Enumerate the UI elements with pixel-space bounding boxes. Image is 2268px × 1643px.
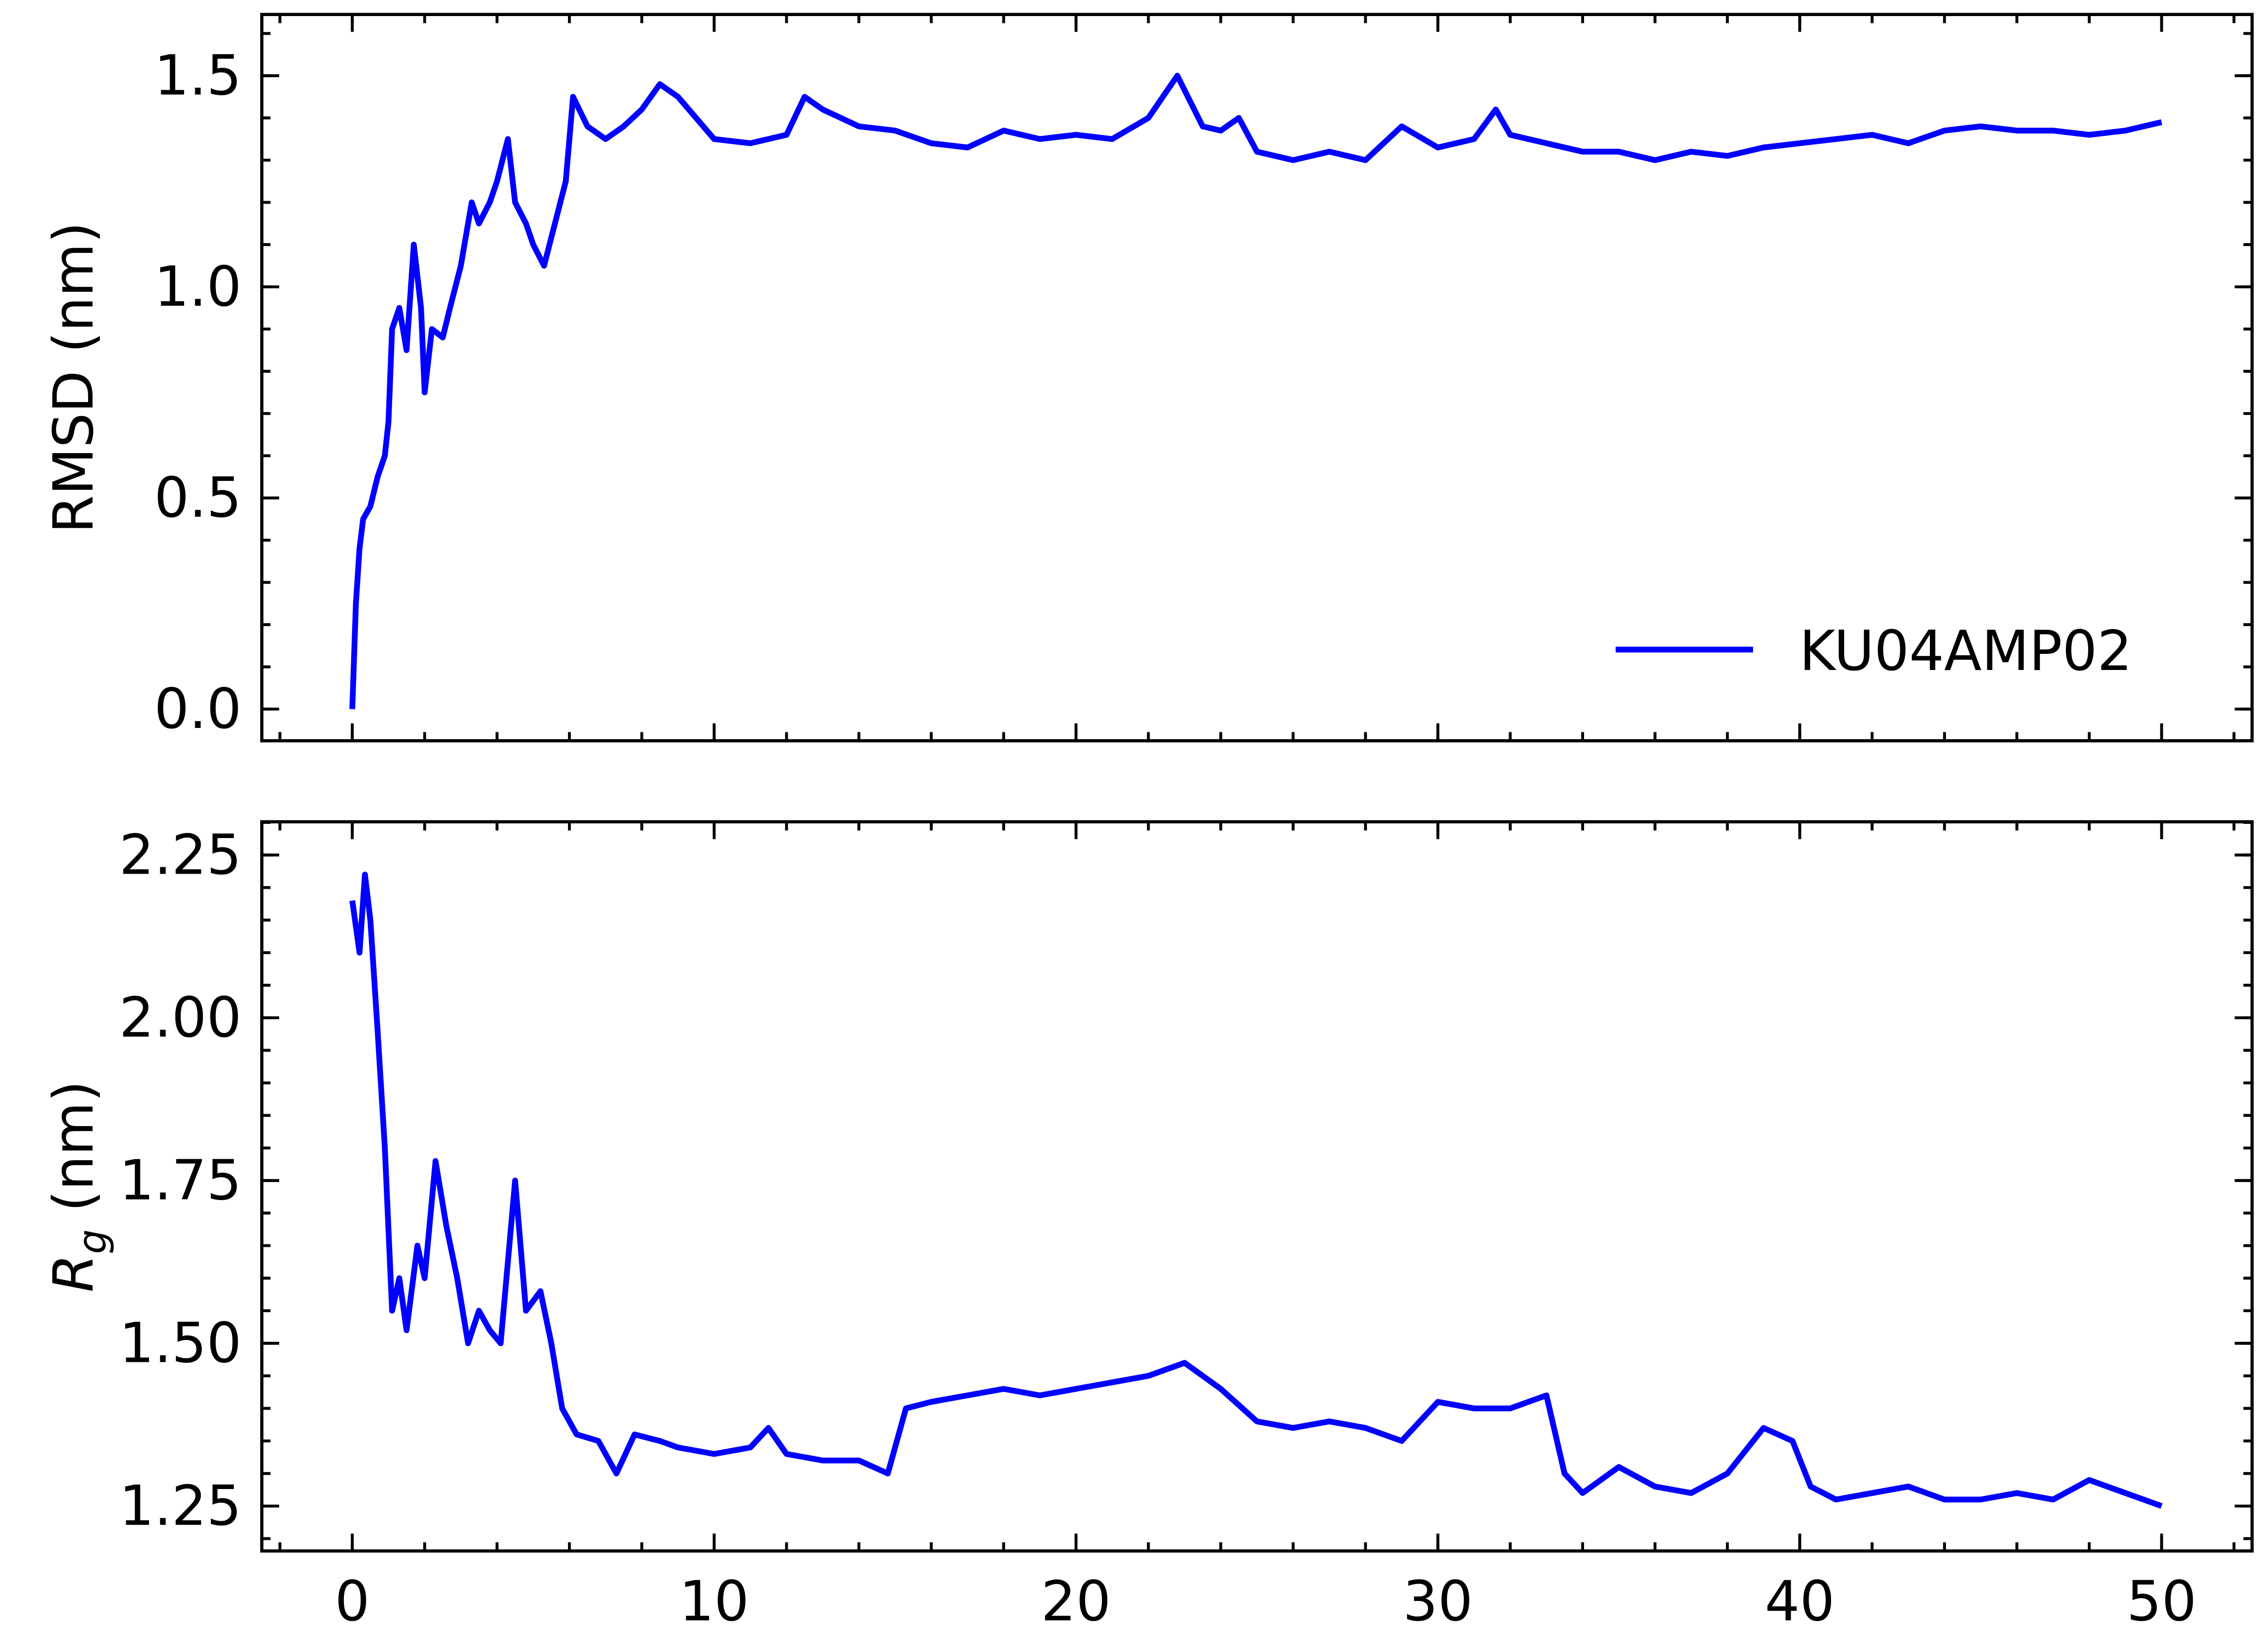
y-tick-label: 1.0: [154, 254, 241, 319]
x-tick-label: 0: [335, 1569, 370, 1634]
plot-frame: [260, 820, 2254, 1553]
x-tick-label: 40: [1765, 1569, 1835, 1634]
data-line: [349, 871, 2163, 1509]
y-tick-label: 1.5: [154, 43, 241, 108]
y-label-unit: (nm): [41, 1081, 106, 1212]
y-tick-label: 1.75: [119, 1148, 242, 1212]
legend-label: KU04AMP02: [1799, 619, 2132, 683]
y-axis-label: RMSD (nm): [41, 222, 106, 534]
data-line: [349, 73, 2162, 709]
y-tick-label: 1.25: [119, 1474, 242, 1538]
x-tick-label: 30: [1403, 1569, 1473, 1634]
y-tick-label: 2.25: [119, 822, 242, 887]
y-axis-label: Rg (nm): [41, 1081, 115, 1293]
y-label-space: [41, 1212, 106, 1229]
x-tick-label: 50: [2127, 1569, 2197, 1634]
y-tick-label: 1.50: [119, 1311, 242, 1375]
y-tick-label: 2.00: [119, 985, 242, 1050]
y-label-symbol: R: [41, 1254, 106, 1292]
plot-frame: [260, 13, 2254, 743]
y-label-subscript: g: [70, 1229, 115, 1254]
y-tick-label: 0.0: [154, 677, 241, 741]
x-tick-label: 10: [679, 1569, 749, 1634]
y-tick-label: 0.5: [154, 466, 241, 530]
x-tick-label: 20: [1041, 1569, 1111, 1634]
